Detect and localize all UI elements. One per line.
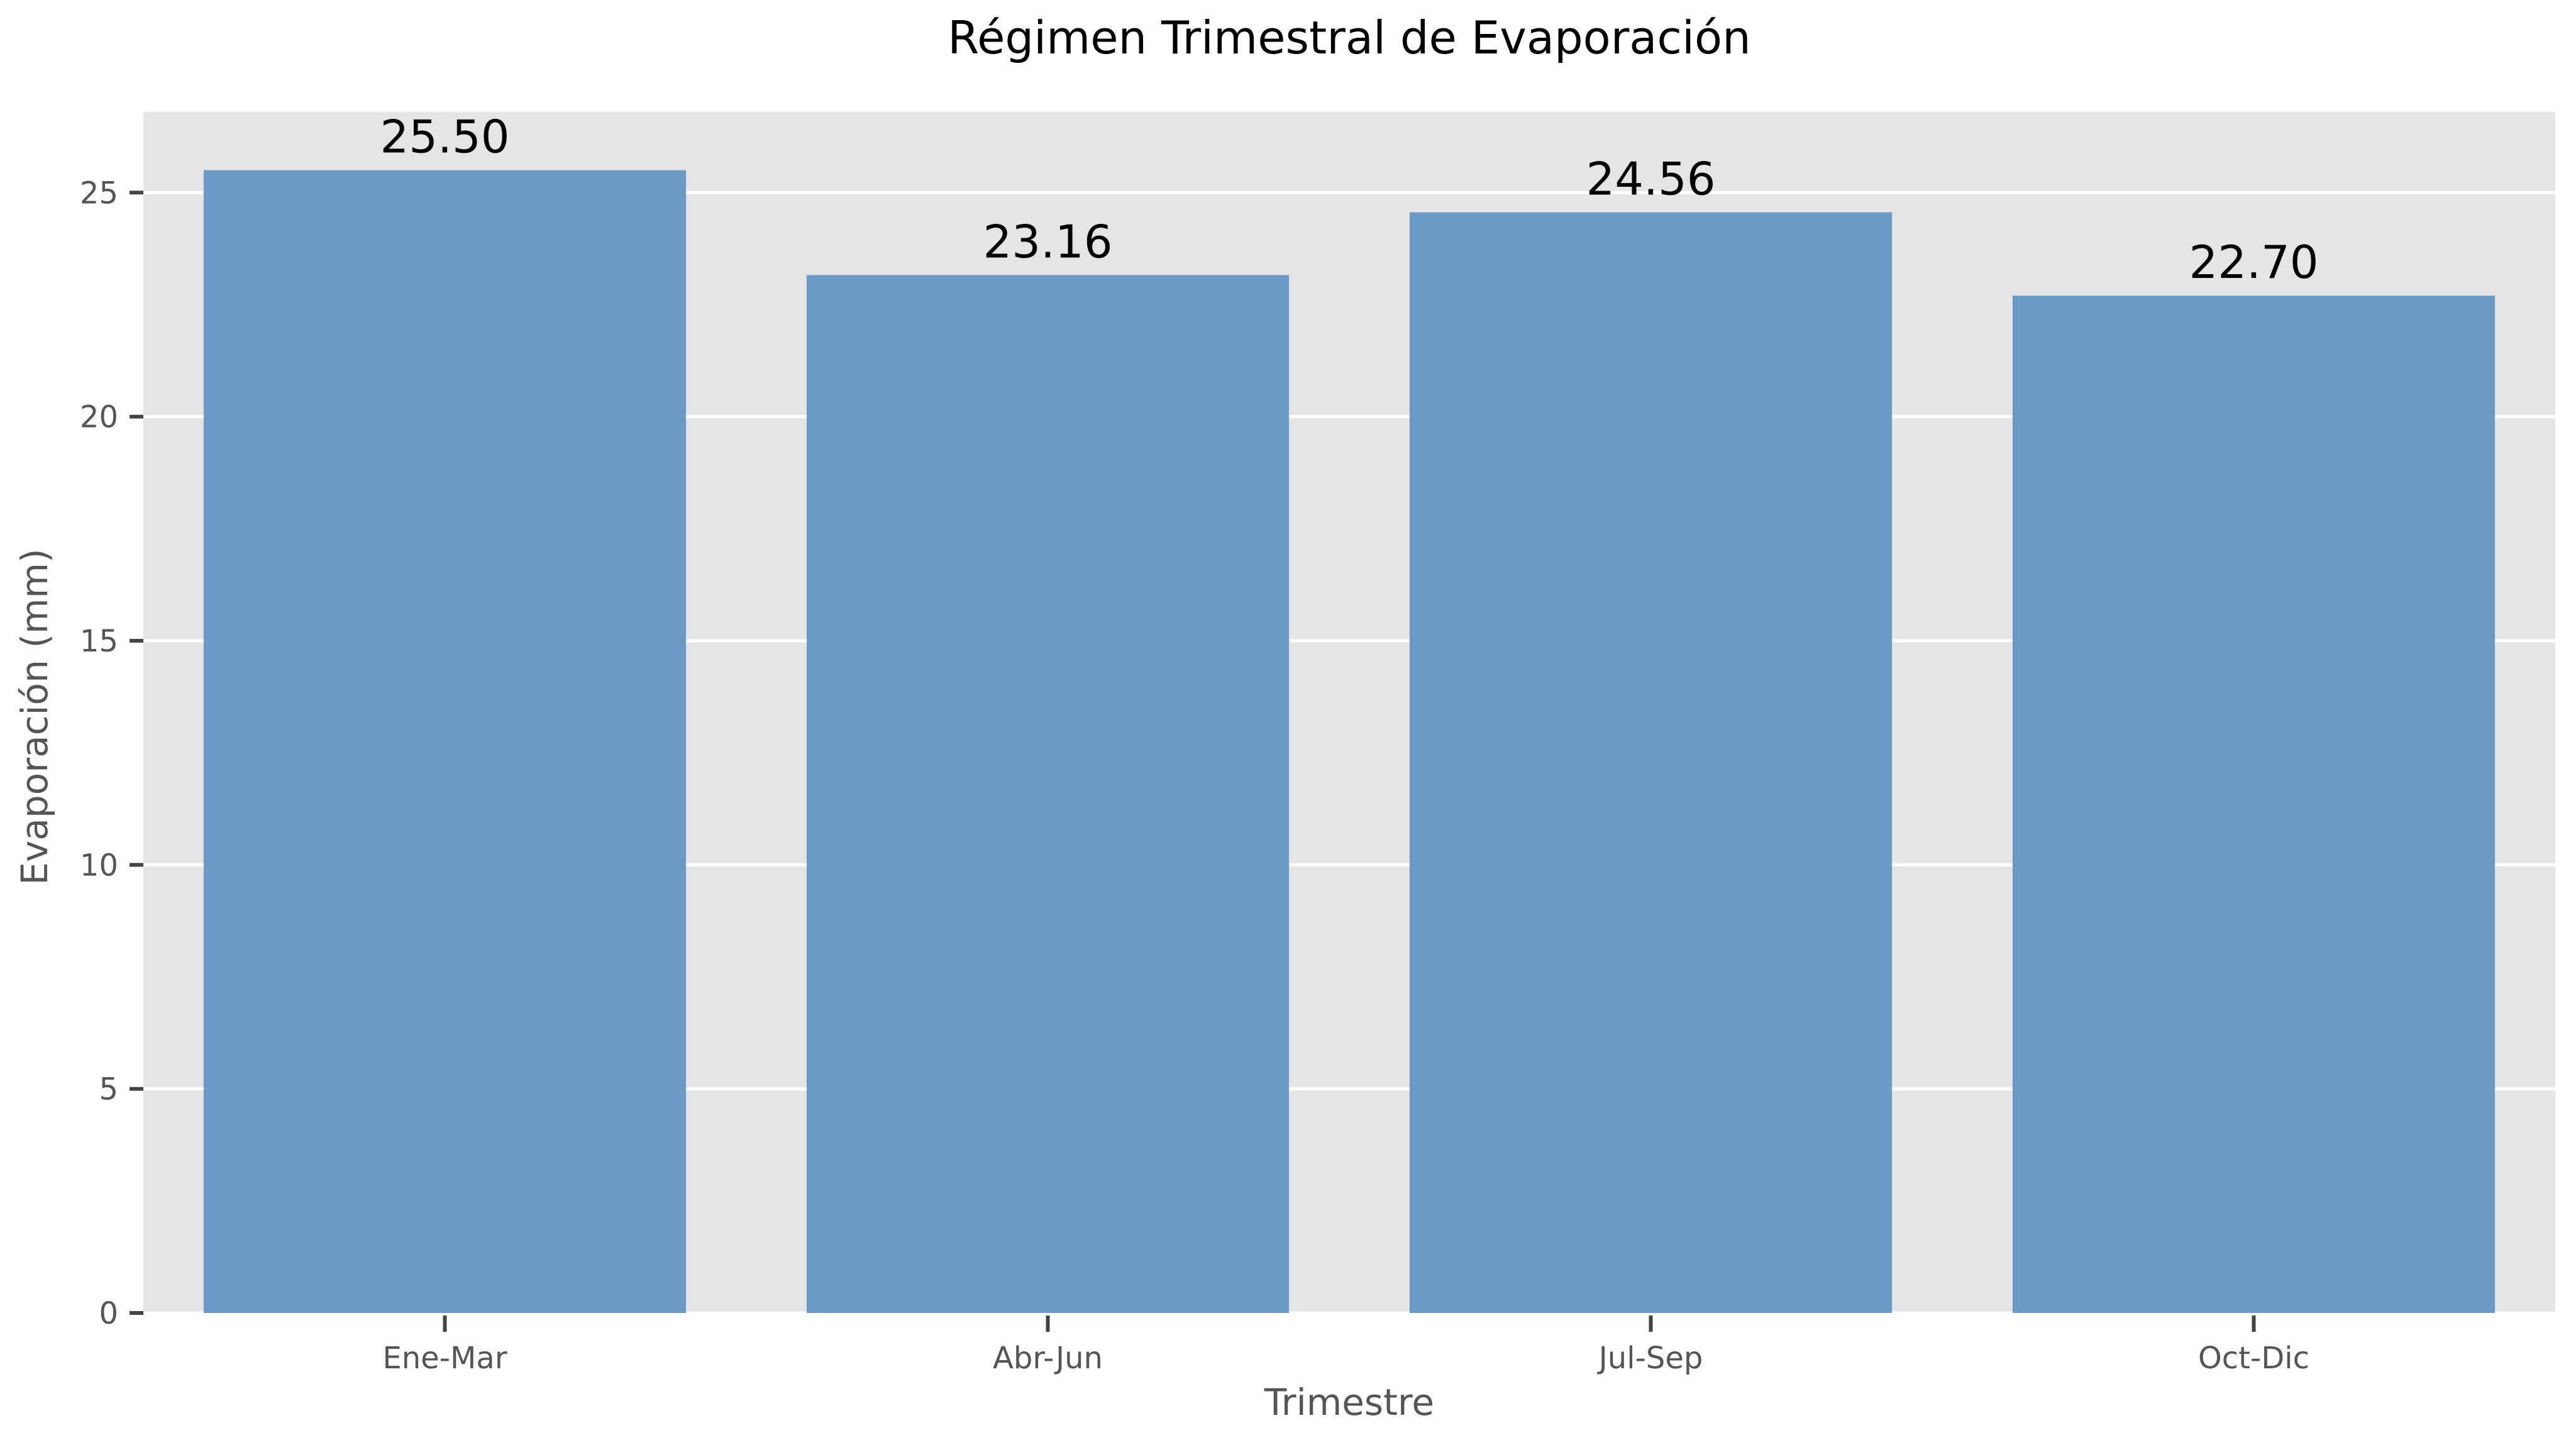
y-tick-label: 10 bbox=[80, 848, 118, 883]
y-axis-ticks: 0 5 10 15 20 25 bbox=[80, 175, 143, 1331]
x-tick-label: Ene-Mar bbox=[382, 1341, 507, 1376]
y-tick-label: 25 bbox=[80, 175, 118, 211]
bar-value-label: 24.56 bbox=[1586, 153, 1715, 206]
bar-jul-sep bbox=[1409, 212, 1893, 1313]
bar-oct-dic bbox=[2012, 296, 2496, 1313]
bars bbox=[203, 170, 2496, 1313]
chart-title: Régimen Trimestral de Evaporación bbox=[948, 11, 1750, 64]
bar-value-label: 22.70 bbox=[2189, 236, 2318, 289]
y-tick-label: 15 bbox=[80, 624, 118, 659]
y-tick-label: 5 bbox=[99, 1072, 118, 1107]
bar-value-label: 23.16 bbox=[983, 215, 1112, 268]
x-axis-ticks: Ene-Mar Abr-Jun Jul-Sep Oct-Dic bbox=[382, 1315, 2309, 1376]
data-labels: 25.50 23.16 24.56 22.70 bbox=[380, 111, 2318, 289]
bar-ene-mar bbox=[203, 170, 687, 1313]
y-axis-label: Evaporación (mm) bbox=[13, 548, 56, 885]
x-axis-label: Trimestre bbox=[1264, 1381, 1434, 1424]
x-tick-label: Abr-Jun bbox=[993, 1341, 1103, 1376]
y-tick-label: 0 bbox=[99, 1296, 118, 1331]
bar-value-label: 25.50 bbox=[380, 111, 509, 163]
x-tick-label: Jul-Sep bbox=[1597, 1341, 1703, 1376]
bar-abr-jun bbox=[806, 275, 1290, 1313]
x-tick-label: Oct-Dic bbox=[2198, 1341, 2309, 1376]
y-tick-label: 20 bbox=[80, 400, 118, 435]
